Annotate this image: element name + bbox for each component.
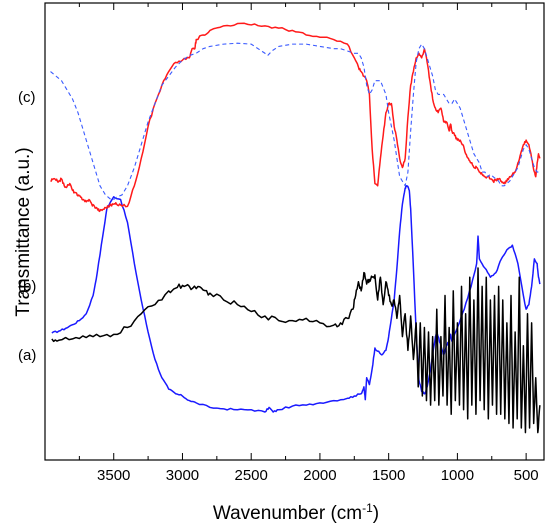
label-a: (a) xyxy=(18,347,36,364)
x-tick-label-2500: 2500 xyxy=(235,467,268,484)
x-tick-label-2000: 2000 xyxy=(303,467,336,484)
x-axis-label: Wavenumber (cm-1) xyxy=(213,501,379,524)
plot-frame xyxy=(44,2,545,461)
label-b: (b) xyxy=(18,278,36,295)
x-tick-label-1500: 1500 xyxy=(372,467,405,484)
series-line-b xyxy=(51,267,541,434)
series-layer xyxy=(50,22,541,434)
x-axis-label-sup: -1 xyxy=(362,501,373,515)
series-line-c xyxy=(50,22,541,213)
y-axis-label: Transmittance (a.u.) xyxy=(13,147,34,316)
series-line-c_dashed xyxy=(50,42,540,201)
x-axis-label-main: Wavenumber (cm xyxy=(213,503,362,524)
x-axis-label-end: ) xyxy=(373,503,379,524)
x-axis-ticks: 3500 3000 2500 2000 1500 1000 500 xyxy=(78,3,539,484)
x-tick-label-1000: 1000 xyxy=(441,467,474,484)
label-c: (c) xyxy=(18,89,36,106)
x-tick-label-3500: 3500 xyxy=(97,467,130,484)
series-line-a xyxy=(51,185,541,413)
x-tick-label-3000: 3000 xyxy=(166,467,199,484)
x-tick-label-500: 500 xyxy=(514,467,539,484)
